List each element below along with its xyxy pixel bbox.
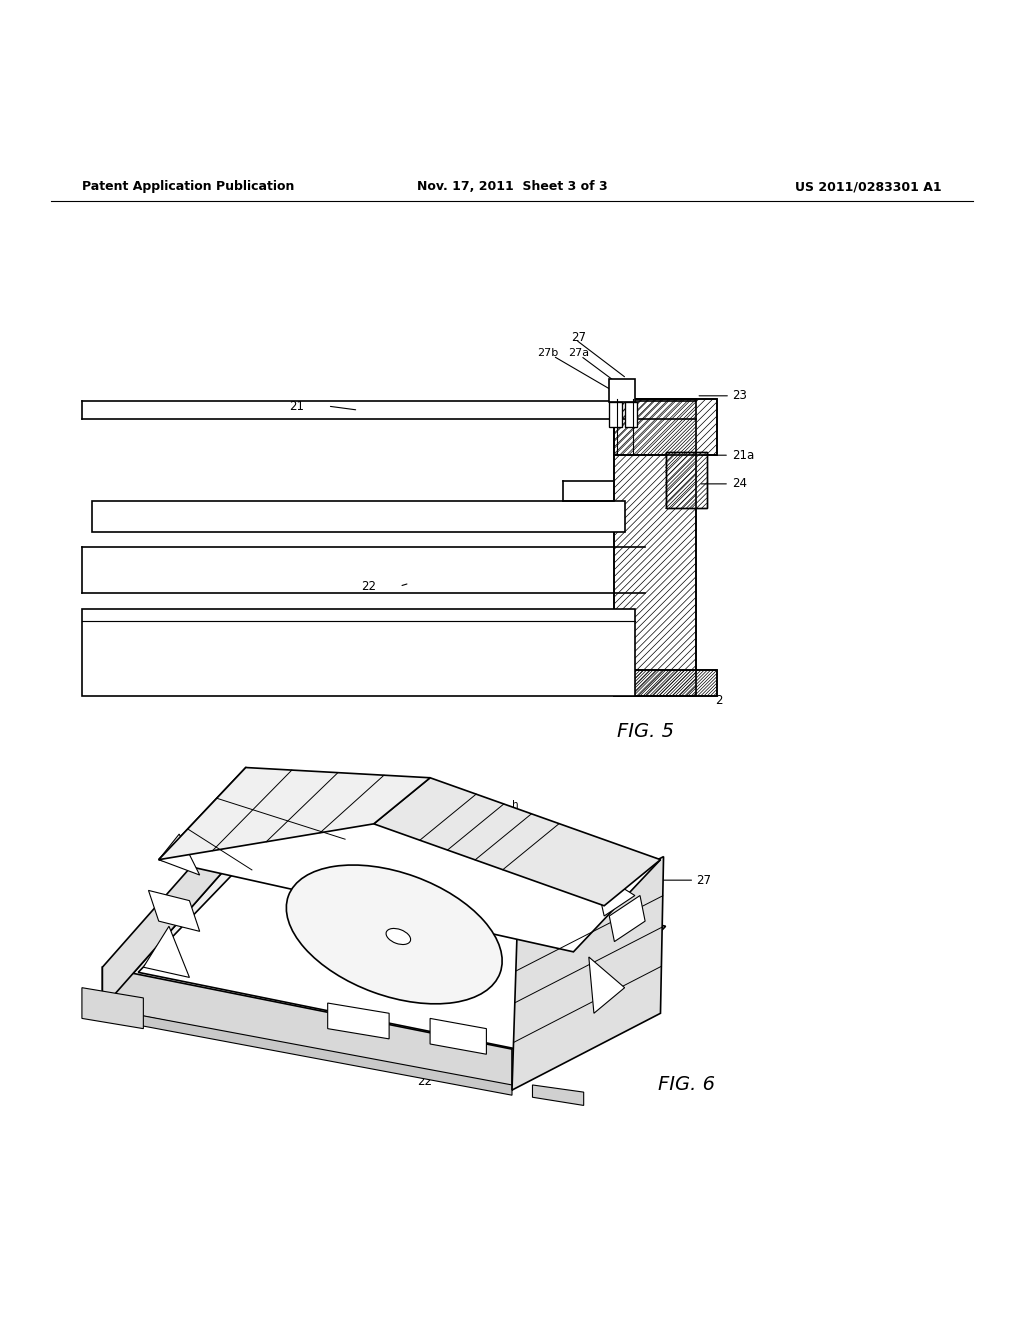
Text: 25: 25 [259, 512, 273, 525]
Bar [614, 671, 717, 696]
Text: 27: 27 [696, 874, 712, 887]
Text: 20: 20 [218, 648, 232, 661]
Text: Nov. 17, 2011  Sheet 3 of 3: Nov. 17, 2011 Sheet 3 of 3 [417, 181, 607, 194]
Text: 27b: 27b [538, 347, 558, 358]
Text: FIG. 6: FIG. 6 [657, 1076, 715, 1094]
Polygon shape [430, 1019, 486, 1055]
Text: h: h [512, 800, 518, 810]
Polygon shape [532, 1085, 584, 1105]
Ellipse shape [386, 928, 411, 945]
Bar [666, 453, 707, 508]
Bar [614, 399, 696, 696]
Text: 22: 22 [361, 579, 376, 593]
Polygon shape [512, 857, 664, 1090]
Polygon shape [102, 968, 512, 1090]
Text: 23: 23 [732, 389, 748, 403]
Polygon shape [589, 957, 625, 1014]
Polygon shape [138, 834, 650, 1049]
Bar [666, 453, 707, 508]
Polygon shape [102, 793, 256, 1008]
Bar [609, 403, 622, 426]
Text: 24: 24 [732, 478, 748, 490]
Bar [625, 403, 637, 426]
Bar [82, 609, 635, 696]
Polygon shape [159, 767, 660, 952]
Text: 20: 20 [474, 966, 488, 979]
Text: 27a: 27a [385, 793, 404, 804]
Polygon shape [609, 895, 645, 941]
Polygon shape [159, 767, 430, 859]
Text: 25: 25 [594, 956, 609, 969]
Bar [614, 399, 717, 455]
Bar [92, 502, 625, 532]
Text: 21: 21 [290, 400, 304, 413]
Polygon shape [159, 834, 200, 875]
Text: 21a: 21a [732, 449, 755, 462]
Polygon shape [328, 1003, 389, 1039]
Text: 27b: 27b [390, 807, 410, 817]
Polygon shape [148, 891, 200, 932]
Bar [614, 671, 717, 696]
Polygon shape [102, 834, 666, 1090]
Polygon shape [102, 1008, 512, 1096]
Text: Patent Application Publication: Patent Application Publication [82, 181, 294, 194]
Ellipse shape [287, 865, 502, 1003]
Polygon shape [143, 927, 189, 977]
Bar [614, 399, 696, 696]
Text: 22: 22 [418, 1076, 432, 1089]
Text: FIG. 5: FIG. 5 [616, 722, 674, 742]
Polygon shape [82, 987, 143, 1028]
Polygon shape [374, 777, 660, 906]
Text: 2: 2 [715, 694, 722, 708]
Text: US 2011/0283301 A1: US 2011/0283301 A1 [796, 181, 942, 194]
Polygon shape [594, 870, 635, 916]
Text: 27a: 27a [568, 347, 589, 358]
Text: 27: 27 [571, 331, 586, 345]
Bar [609, 379, 635, 403]
Bar [614, 399, 717, 455]
